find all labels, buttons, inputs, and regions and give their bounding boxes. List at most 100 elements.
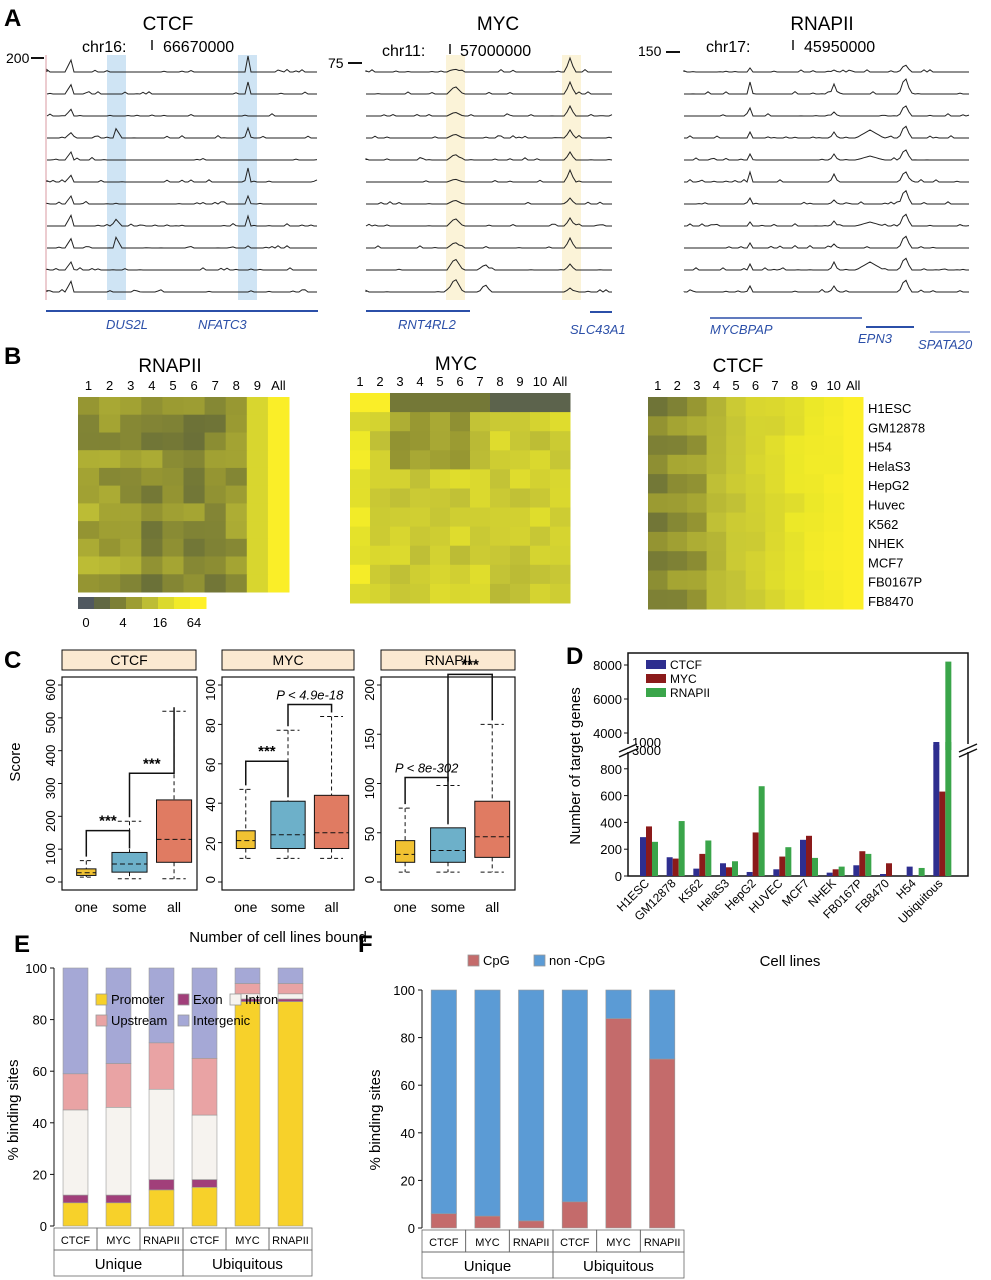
heatmap-cell [78,467,100,487]
heatmap-title-myc: MYC [435,354,477,375]
stacked-segment [62,1202,89,1227]
heatmap-cell [78,485,100,504]
heatmap-cell [765,551,786,571]
heatmap-cell [687,416,708,437]
heatmap-cell [99,414,121,433]
heatmap-cell [183,397,206,416]
legend-swatch [177,1014,190,1027]
group-label: Unique [95,1256,143,1273]
heatmap-cell [530,583,551,604]
heatmap-cell [99,503,121,522]
heatmap-row-label: NHEK [868,536,904,551]
heatmap-cell [550,412,571,432]
y-tick-label: 0 [43,876,58,883]
legend-swatch [646,688,666,697]
heatmap-cell [183,467,206,487]
heatmap-color-legend: 0 4 16 64 [78,597,207,630]
heatmap-col-label: 5 [732,378,739,393]
heatmap-col-label: 3 [693,378,700,393]
legend-swatch [95,1014,108,1027]
heatmap-cell [246,414,269,433]
heatmap-cell [550,545,571,566]
legend-swatch [95,993,108,1006]
significance-bracket [287,703,333,727]
heatmap-cell [78,450,100,469]
heatmap-cell [745,551,766,571]
axis-break [618,748,638,758]
heatmap-cell [804,474,825,494]
heatmap-cell [246,538,269,557]
heatmap-cell [410,583,431,604]
heatmap-cell [823,551,844,571]
gene-rnt4rl2: RNT4RL2 [398,317,457,332]
significance-label: P < 4.9e-18 [276,688,344,703]
highlight-dus2l [107,55,126,300]
signal-track [684,170,969,183]
heatmap-cell [530,431,551,451]
heatmap-cell [784,397,805,417]
panel-b-heatmaps: RNAPII MYC CTCF 1 2 3 4 5 6 7 8 9 All 1 2 3 4 5 6 7 8 9 10 A… [78,354,925,630]
heatmap-cell [765,531,786,552]
heatmap-cell [823,570,844,591]
heatmap-row-labels: H1ESC GM12878 H54 HelaS3 HepG2 Huvec K562 NHEK M… [868,401,925,609]
signal-track [684,105,970,117]
facet-frame [221,676,355,891]
heatmap-cell [267,414,290,433]
heatmap-cell [78,503,100,522]
heatmap-cell [667,589,688,610]
heatmap-cell [687,570,708,591]
heatmap-cell [470,393,491,413]
gene-mycbpap: MYCBPAP [710,322,773,337]
track-title-myc: MYC [477,14,519,35]
heatmap-cell [410,526,431,547]
bar [880,873,886,876]
bar [773,869,780,876]
heatmap-cell [784,589,805,610]
heatmap-cell [745,397,766,417]
heatmap-cell [765,474,786,494]
heatmap-cell [804,416,825,437]
heatmap-cell [470,488,491,509]
heatmap-cell [225,485,248,504]
heatmap-cell [765,454,786,475]
legend-label: Intron [245,992,278,1007]
heatmap-row-label: HepG2 [868,478,909,493]
heatmap-cell [765,416,786,437]
heatmap-col-label: 4 [416,374,423,389]
heatmap-cell [390,469,411,489]
heatmap-cell [843,416,864,437]
heatmap-cell [350,488,371,509]
heatmap-cell [765,512,786,533]
heatmap-cell [726,435,747,456]
heatmap-cell [410,488,431,509]
heatmap-cell [667,435,688,456]
heatmap-cell [204,485,227,504]
heatmap-cell [350,545,371,566]
heatmap-row-label: H54 [868,440,892,455]
heatmap-cell [804,531,825,552]
heatmap-cell [162,467,184,487]
significance-label: *** [461,656,479,673]
signal-track [365,56,612,73]
heatmap-cell [99,467,121,487]
heatmap-col-label: 8 [233,378,240,393]
heatmap-cell [823,512,844,533]
heatmap-cell [530,488,551,509]
heatmap-cell [350,507,371,528]
heatmap-cell [99,397,121,416]
heatmap-col-label: 3 [396,374,403,389]
significance-label: P < 8e-302 [395,760,459,775]
plot-frame [627,652,969,877]
box [235,830,256,850]
heatmap-cell [648,397,668,417]
heatmap-cell [470,564,491,585]
stacked-segment [191,1114,218,1180]
signal-track [366,197,612,205]
heatmap-row-label: K562 [868,517,898,532]
category-label: all [325,899,339,915]
heatmap-cell [843,512,864,533]
heatmap-cell [78,414,100,433]
heatmap-cell [204,556,227,575]
heatmap-cell [530,450,551,470]
heatmap-cell [267,574,290,593]
